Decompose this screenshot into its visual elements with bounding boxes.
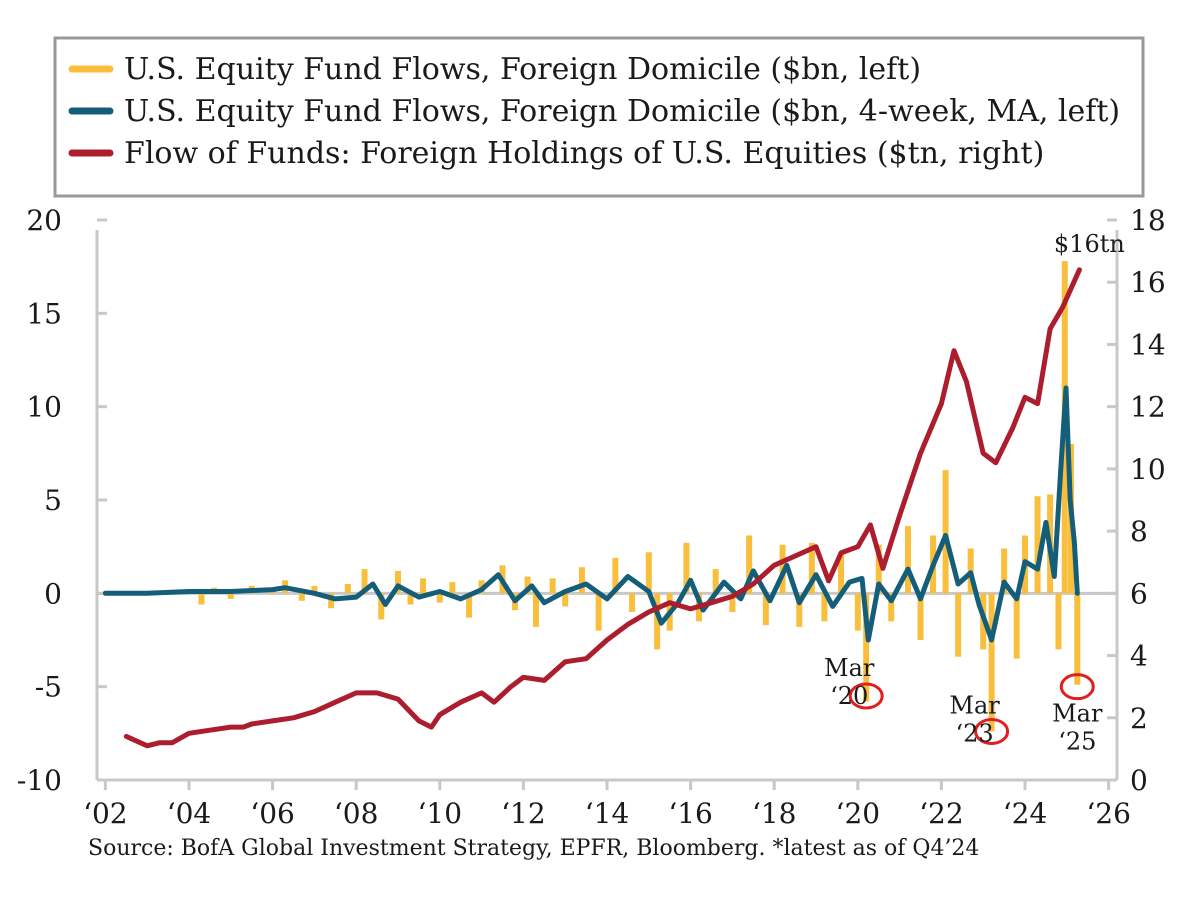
x-tick-label: ‘02: [83, 797, 128, 830]
annotation-16tn: $16tn: [1054, 230, 1125, 258]
x-tick-label: ‘04: [167, 797, 212, 830]
highlight-circle: [974, 717, 1010, 745]
left-tick-label: -10: [17, 764, 62, 797]
annotation-label: Mar: [1052, 700, 1103, 728]
right-tick-label: 12: [1130, 391, 1166, 424]
x-tick-label: ‘26: [1086, 797, 1131, 830]
right-tick-label: 4: [1130, 640, 1148, 673]
x-tick-label: ‘22: [919, 797, 964, 830]
left-tick-label: 0: [44, 577, 62, 610]
annotation-label: ‘23: [956, 719, 994, 747]
right-tick-label: 0: [1130, 764, 1148, 797]
weekly-flow-bars: [102, 261, 1081, 732]
highlight-circle: [1059, 673, 1095, 701]
x-tick-label: ‘10: [418, 797, 463, 830]
source-note: Source: BofA Global Investment Strategy,…: [88, 836, 979, 861]
right-tick-label: 8: [1130, 515, 1148, 548]
ma-line: [102, 385, 1080, 643]
x-tick-label: ‘24: [1003, 797, 1048, 830]
legend-entry-1: U.S. Equity Fund Flows, Foreign Domicile…: [124, 52, 921, 87]
right-tick-label: 6: [1130, 577, 1148, 610]
legend: U.S. Equity Fund Flows, Foreign Domicile…: [53, 36, 1145, 198]
x-tick-label: ‘18: [752, 797, 797, 830]
x-tick-label: ‘16: [668, 797, 713, 830]
series-lines: [102, 267, 1082, 749]
annotation-label: Mar: [949, 691, 1000, 719]
holdings-line: [123, 267, 1082, 749]
x-tick-label: ‘20: [836, 797, 881, 830]
right-tick-label: 16: [1130, 266, 1166, 299]
left-tick-label: 15: [26, 297, 62, 330]
x-tick-label: ‘06: [250, 797, 295, 830]
annotation-label: Mar: [824, 654, 875, 682]
right-tick-label: 2: [1130, 702, 1148, 735]
right-tick-label: 14: [1130, 328, 1166, 361]
x-tick-label: ‘12: [501, 797, 546, 830]
legend-entry-3: Flow of Funds: Foreign Holdings of U.S. …: [124, 136, 1044, 171]
annotation-label: ‘25: [1058, 728, 1096, 756]
legend-entry-2: U.S. Equity Fund Flows, Foreign Domicile…: [124, 94, 1120, 129]
right-tick-label: 18: [1130, 204, 1166, 237]
highlight-circle: [848, 682, 884, 710]
left-tick-label: 20: [26, 204, 62, 237]
left-tick-label: 5: [44, 484, 62, 517]
left-tick-label: 10: [26, 391, 62, 424]
x-tick-label: ‘14: [585, 797, 630, 830]
legend-box: [53, 36, 1145, 198]
x-tick-label: ‘08: [334, 797, 379, 830]
right-tick-label: 10: [1130, 453, 1166, 486]
annotation-label: ‘20: [830, 682, 868, 710]
left-tick-label: -5: [35, 671, 62, 704]
